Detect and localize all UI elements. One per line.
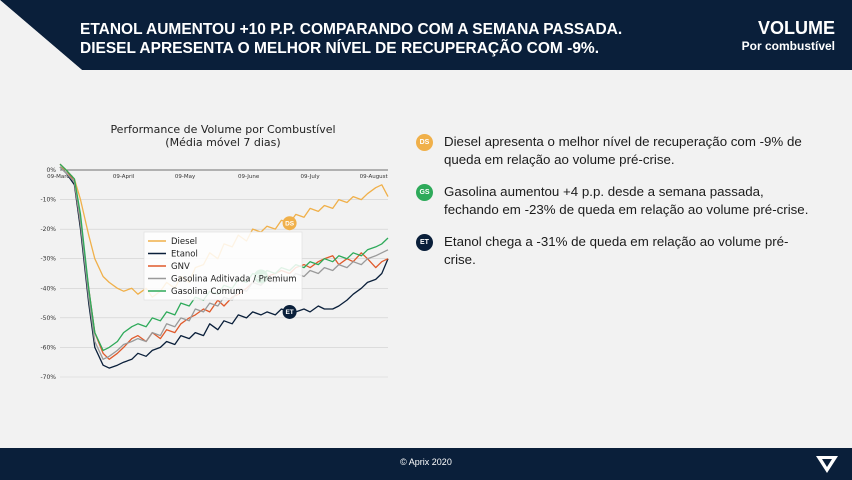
chart-title-line-1: Performance de Volume por Combustível (110, 123, 335, 136)
footer: © Aprix 2020 (0, 448, 852, 480)
legend-entry: GNV (171, 262, 190, 272)
series-line (59, 166, 389, 369)
copyright-text: © Aprix 2020 (400, 457, 452, 467)
legend-entry: Gasolina Comum (171, 287, 244, 297)
y-tick-label: -60% (40, 344, 56, 351)
y-tick-label: -30% (40, 256, 56, 263)
volume-chart: Performance de Volume por Combustível (M… (28, 118, 398, 396)
section-subtitle: Por combustível (741, 39, 835, 53)
aprix-logo-icon (816, 456, 838, 473)
series-marker-label: DS (285, 221, 295, 228)
etanol-badge-icon: ET (416, 234, 433, 251)
insights-list: DS Diesel apresenta o melhor nível de re… (416, 133, 816, 283)
headline: ETANOL AUMENTOU +10 P.P. COMPARANDO COM … (80, 20, 680, 58)
chart-grid (60, 169, 388, 378)
gasolina-badge-icon: GS (416, 184, 433, 201)
legend-entry: Etanol (171, 250, 198, 260)
header-background (0, 0, 852, 70)
chart-legend: Diesel Etanol GNV Gasolina Aditivada / Prem… (143, 231, 303, 301)
section-title: VOLUME (757, 18, 835, 38)
insight-etanol: ET Etanol chega a -31% de queda em relaç… (416, 233, 816, 269)
series-line (59, 163, 389, 360)
y-tick-label: -70% (40, 374, 56, 381)
diesel-badge-icon: DS (416, 134, 433, 151)
y-tick-label: -50% (40, 315, 56, 322)
x-tick-label: 09-July (301, 174, 321, 180)
headline-line-2: DIESEL APRESENTA O MELHOR NÍVEL DE RECUP… (80, 40, 600, 57)
section-label: VOLUME Por combustível (742, 18, 835, 54)
insight-diesel-text: Diesel apresenta o melhor nível de recup… (444, 134, 802, 167)
chart-ticks: 0% -10% -20% -30% -40% -50% -60% -70% 09-March 09… (40, 167, 388, 381)
legend-entry: Gasolina Aditivada / Premium (171, 275, 297, 285)
y-tick-label: -20% (40, 226, 56, 233)
legend-box (143, 231, 303, 301)
y-tick-label: -10% (40, 197, 56, 204)
x-tick-label: 09-June (238, 174, 260, 180)
headline-line-1: ETANOL AUMENTOU +10 P.P. COMPARANDO COM … (80, 21, 623, 38)
y-tick-label: -40% (40, 285, 56, 292)
chart-title-line-2: (Média móvel 7 dias) (165, 136, 280, 149)
x-tick-label: 09-May (175, 174, 196, 180)
insight-gasolina-text: Gasolina aumentou +4 p.p. desde a semana… (444, 184, 809, 217)
x-tick-label: 09-August (360, 174, 389, 180)
series-marker-icon (282, 304, 297, 319)
x-tick-label: 09-April (113, 174, 135, 180)
header-banner: ETANOL AUMENTOU +10 P.P. COMPARANDO COM … (0, 0, 852, 97)
series-marker-icon (282, 216, 297, 231)
y-tick-label: 0% (46, 167, 56, 174)
insight-etanol-text: Etanol chega a -31% de queda em relação … (444, 234, 789, 267)
chart-svg: Performance de Volume por Combustível (M… (40, 123, 389, 381)
legend-entry: Diesel (171, 237, 197, 247)
x-tick-label: 09-March (47, 174, 73, 180)
series-marker-label: ET (285, 309, 293, 316)
insight-gasolina: GS Gasolina aumentou +4 p.p. desde a sem… (416, 183, 816, 219)
insight-diesel: DS Diesel apresenta o melhor nível de re… (416, 133, 816, 169)
